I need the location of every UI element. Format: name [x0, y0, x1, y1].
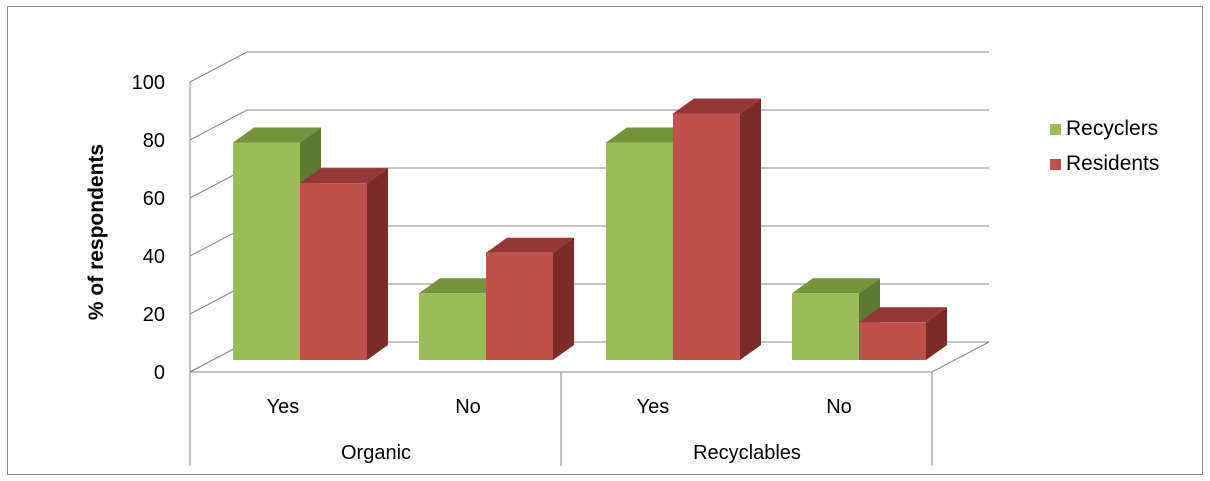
- bar-top: [300, 168, 388, 184]
- y-tick-label: 80: [143, 130, 165, 152]
- chart-floor: [189, 341, 990, 373]
- legend: Recyclers Residents: [1050, 117, 1159, 175]
- bar-residents-3: [859, 307, 947, 360]
- bar-side: [926, 307, 947, 360]
- gridline-depth: [189, 51, 248, 83]
- legend-item-recyclers: Recyclers: [1050, 117, 1158, 140]
- bar-front: [859, 322, 926, 360]
- x-tick-label: Yes: [267, 396, 300, 418]
- bar-residents-2: [673, 98, 761, 360]
- bar-top: [859, 307, 947, 323]
- legend-item-residents: Residents: [1050, 152, 1159, 175]
- bar-side: [367, 168, 388, 360]
- bar-side: [553, 237, 574, 360]
- bar-front: [673, 113, 740, 360]
- legend-swatch: [1050, 159, 1061, 170]
- x-tick-label: Yes: [637, 396, 670, 418]
- y-tick-label: 0: [154, 362, 165, 384]
- gridline-depth: [189, 109, 248, 141]
- bar-front: [233, 142, 300, 360]
- bar-top: [233, 127, 321, 143]
- bar-top: [673, 98, 761, 114]
- bar-front: [486, 252, 553, 360]
- bar-front: [300, 183, 367, 360]
- y-axis-label: % of respondents: [85, 144, 108, 320]
- bar-side: [740, 98, 761, 360]
- y-tick-label: 60: [143, 188, 165, 210]
- bar-top: [606, 127, 694, 143]
- bar-front: [419, 293, 486, 360]
- x-tick-label: No: [455, 396, 481, 418]
- legend-label: Residents: [1066, 152, 1159, 175]
- chart-frame: [7, 6, 1203, 475]
- y-tick-label: 100: [132, 72, 165, 94]
- group-label: Recyclables: [693, 442, 801, 464]
- bar-top: [419, 278, 507, 294]
- legend-label: Recyclers: [1066, 117, 1158, 140]
- bar-top: [486, 237, 574, 253]
- x-tick-label: No: [826, 396, 852, 418]
- bar-front: [792, 293, 859, 360]
- legend-swatch: [1050, 124, 1061, 135]
- bar-residents-1: [486, 237, 574, 360]
- y-tick-label: 40: [143, 246, 165, 268]
- axis-labels: 0 20 40 60 80 100 Yes No Yes No Organic Recyclables: [132, 72, 933, 466]
- bar-front: [606, 142, 673, 360]
- group-label: Organic: [341, 442, 411, 464]
- bars: [233, 98, 947, 360]
- bar-top: [792, 278, 880, 294]
- bar-residents-0: [300, 168, 388, 360]
- y-tick-label: 20: [143, 304, 165, 326]
